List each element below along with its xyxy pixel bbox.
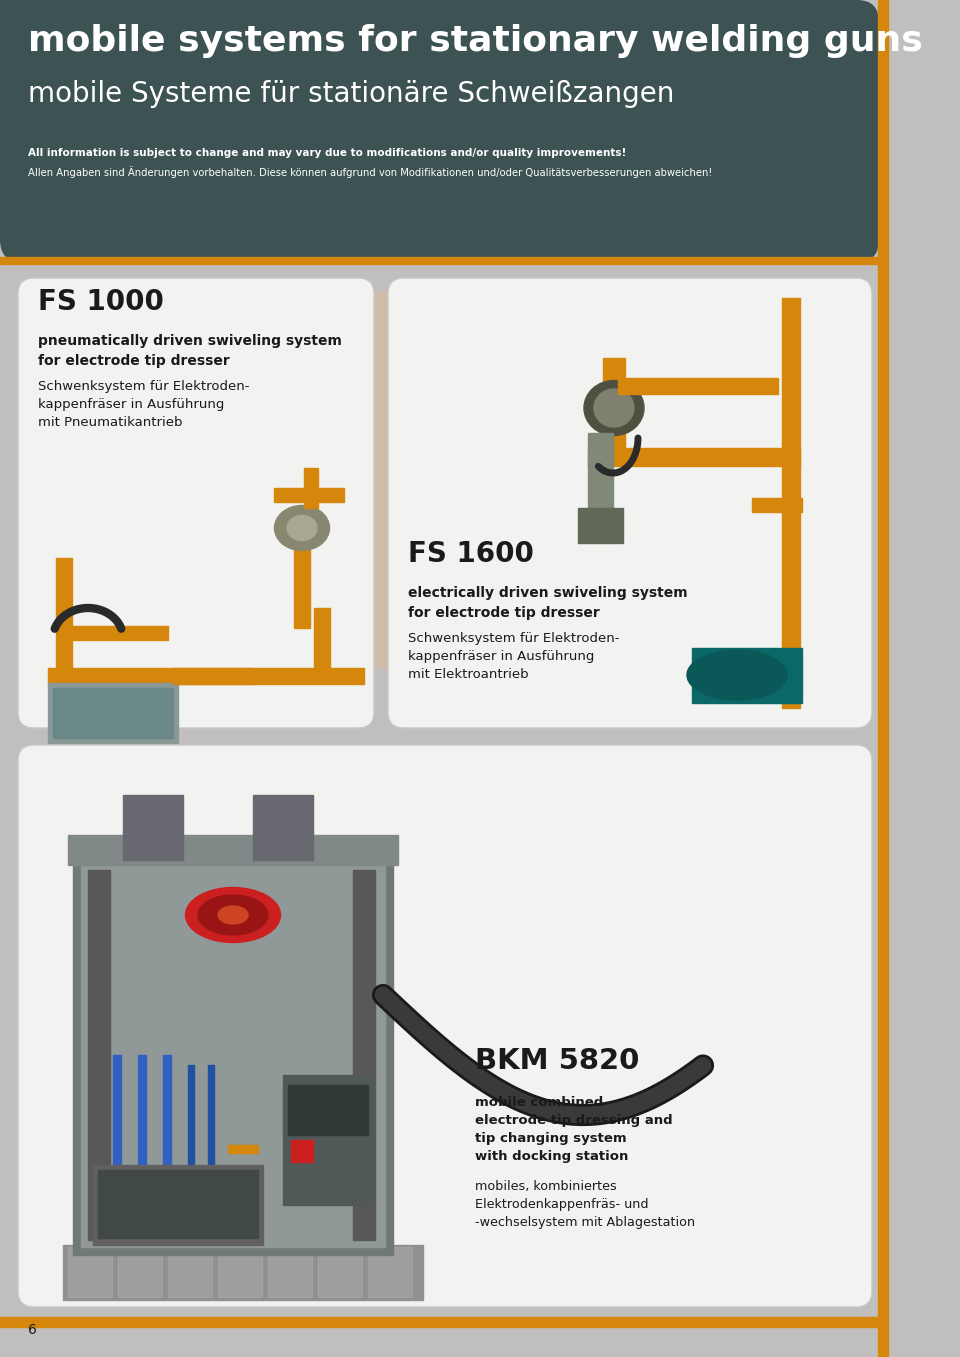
Ellipse shape — [75, 849, 725, 1190]
Bar — [0, 1318, 878, 1327]
Bar — [208, 1065, 214, 1166]
Ellipse shape — [687, 650, 787, 700]
Bar — [0, 0, 839, 39]
Bar — [81, 863, 385, 1247]
Bar — [692, 649, 802, 703]
Text: mobile combined: mobile combined — [475, 1096, 603, 1109]
Text: Elektrodenkappenfräs- und: Elektrodenkappenfräs- und — [475, 1198, 649, 1210]
Bar — [68, 1247, 112, 1297]
Text: electrode tip dressing and: electrode tip dressing and — [475, 1114, 673, 1128]
Bar — [93, 1166, 263, 1244]
Text: Schwenksystem für Elektroden-: Schwenksystem für Elektroden- — [408, 632, 619, 645]
Bar — [48, 668, 364, 684]
Bar — [228, 1145, 258, 1153]
Bar — [283, 1075, 373, 1205]
Ellipse shape — [90, 290, 790, 670]
Bar — [318, 1247, 362, 1297]
Ellipse shape — [594, 389, 634, 427]
Bar — [304, 468, 318, 508]
Bar — [878, 0, 888, 1357]
FancyBboxPatch shape — [18, 278, 374, 727]
Text: FS 1600: FS 1600 — [408, 540, 534, 569]
Bar — [588, 433, 613, 522]
Text: pneumatically driven swiveling system: pneumatically driven swiveling system — [38, 334, 342, 347]
Bar — [56, 558, 72, 673]
Text: mobile Systeme für stationäre Schweißzangen: mobile Systeme für stationäre Schweißzan… — [28, 80, 674, 109]
Text: Allen Angaben sind Änderungen vorbehalten. Diese können aufgrund von Modifikatio: Allen Angaben sind Änderungen vorbehalte… — [28, 166, 712, 178]
Bar — [113, 1054, 121, 1175]
Text: mobiles, kombiniertes: mobiles, kombiniertes — [475, 1181, 616, 1193]
Text: FS 1000: FS 1000 — [38, 288, 164, 316]
Text: Schwenksystem für Elektroden-: Schwenksystem für Elektroden- — [38, 380, 250, 394]
Bar — [353, 870, 375, 1240]
FancyBboxPatch shape — [0, 0, 879, 262]
Bar — [48, 683, 178, 744]
Text: mit Pneumatikantrieb: mit Pneumatikantrieb — [38, 417, 182, 429]
Bar — [578, 508, 623, 543]
Bar — [123, 795, 183, 860]
Bar — [88, 870, 110, 1240]
Bar — [888, 0, 960, 1357]
Text: -wechselsystem mit Ablagestation: -wechselsystem mit Ablagestation — [475, 1216, 695, 1229]
Bar — [0, 0, 40, 39]
Bar — [63, 1244, 423, 1300]
Bar — [314, 608, 330, 670]
Text: All information is subject to change and may vary due to modifications and/or qu: All information is subject to change and… — [28, 148, 626, 157]
Text: for electrode tip dresser: for electrode tip dresser — [408, 607, 600, 620]
Text: for electrode tip dresser: for electrode tip dresser — [38, 354, 229, 368]
Bar — [288, 1086, 368, 1134]
Ellipse shape — [275, 506, 329, 551]
Bar — [603, 358, 625, 459]
FancyBboxPatch shape — [388, 278, 872, 727]
Text: mit Elektroantrieb: mit Elektroantrieb — [408, 668, 529, 681]
Bar — [118, 1247, 162, 1297]
Bar — [291, 1140, 313, 1162]
Bar — [618, 379, 778, 394]
FancyBboxPatch shape — [18, 745, 872, 1307]
Bar — [98, 1170, 258, 1238]
Bar — [294, 537, 310, 628]
Text: mobile systems for stationary welding guns: mobile systems for stationary welding gu… — [28, 24, 923, 58]
Ellipse shape — [287, 516, 317, 540]
Text: kappenfräser in Ausführung: kappenfräser in Ausführung — [38, 398, 225, 411]
Bar — [274, 489, 344, 502]
Bar — [253, 795, 313, 860]
Bar — [218, 1247, 262, 1297]
Ellipse shape — [218, 906, 248, 924]
Text: 6: 6 — [28, 1323, 36, 1337]
Bar — [268, 1247, 312, 1297]
Ellipse shape — [584, 380, 644, 436]
Text: BKM 5820: BKM 5820 — [475, 1048, 639, 1075]
Bar — [368, 1247, 412, 1297]
Bar — [68, 626, 168, 641]
Ellipse shape — [185, 887, 280, 943]
Bar — [782, 299, 800, 708]
Bar — [588, 448, 800, 465]
Text: kappenfräser in Ausführung: kappenfräser in Ausführung — [408, 650, 594, 664]
Text: tip changing system: tip changing system — [475, 1132, 627, 1145]
Bar — [173, 668, 253, 684]
Text: with docking station: with docking station — [475, 1149, 629, 1163]
Bar — [68, 835, 398, 864]
Bar — [163, 1054, 171, 1175]
Bar — [188, 1065, 194, 1166]
Bar — [138, 1054, 146, 1175]
Ellipse shape — [198, 896, 268, 935]
Bar — [168, 1247, 212, 1297]
Text: electrically driven swiveling system: electrically driven swiveling system — [408, 586, 687, 600]
Bar — [73, 855, 393, 1255]
Bar — [0, 256, 879, 265]
Bar — [53, 688, 173, 738]
Bar — [752, 498, 802, 512]
